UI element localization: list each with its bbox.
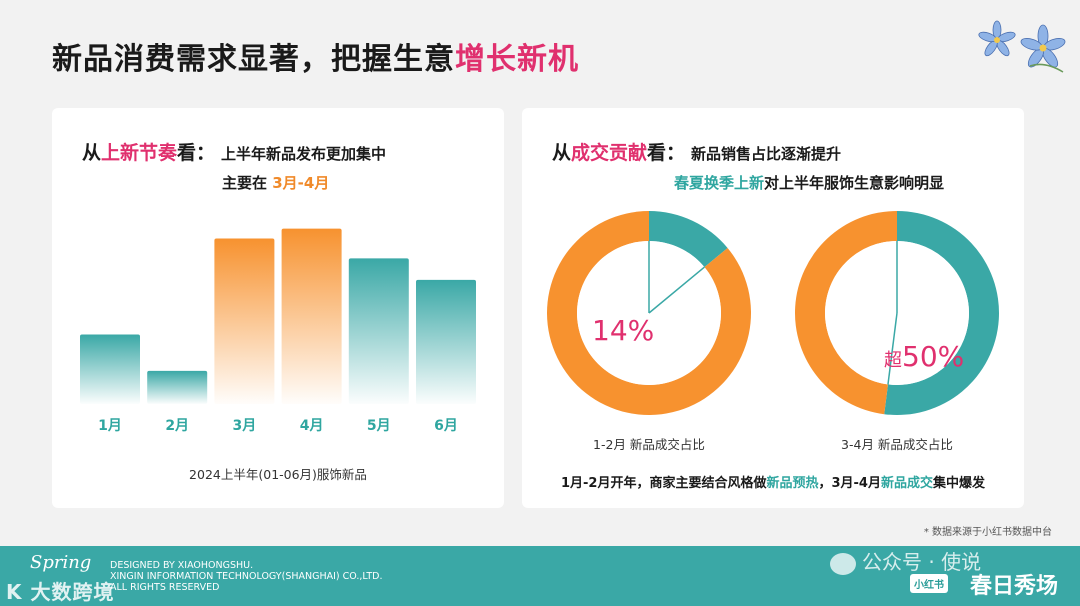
bar-label-6: 6月 [434, 418, 458, 434]
bar-3 [214, 238, 275, 404]
flower-decoration-icon [978, 20, 1066, 73]
bar-label-5: 5月 [367, 418, 391, 434]
bar-label-4: 4月 [300, 418, 324, 434]
source-note: * 数据来源于小红书数据中台 [923, 527, 1052, 538]
bar-label-3: 3月 [233, 418, 257, 434]
xiaohongshu-badge: 小红书 [910, 574, 948, 593]
bar-label-1: 1月 [98, 418, 122, 434]
spring-logo: Spring [30, 552, 92, 573]
contribution-heading: 从成交贡献看： 新品销售占比逐渐提升 [552, 142, 842, 164]
bar-2 [147, 370, 208, 404]
page-title: 新品消费需求显著，把握生意增长新机 [52, 42, 579, 77]
rhythm-heading: 从上新节奏看： 上半年新品发布更加集中 [82, 142, 387, 164]
donut-chart-mar-apr [794, 211, 999, 415]
footer-credits: DESIGNED BY XIAOHONGSHU. XINGIN INFORMAT… [110, 560, 383, 593]
bar-4 [281, 228, 342, 404]
contribution-summary: 1月-2月开年，商家主要结合风格做新品预热，3月-4月新品成交集中爆发 [560, 476, 986, 491]
watermark-left: K 大数跨境 [6, 580, 115, 604]
bar-chart-caption: 2024上半年(01-06月)服饰新品 [189, 467, 367, 482]
donut-slice-other [794, 211, 897, 415]
rhythm-card: 从上新节奏看： 上半年新品发布更加集中 主要在 3月-4月 1月 2月 3月 4月 5月 6… [52, 108, 504, 508]
bar-1 [80, 334, 140, 404]
footer-bar: Spring DESIGNED BY XIAOHONGSHU. XINGIN I… [0, 546, 1080, 606]
donut-chart-jan-feb [547, 211, 751, 415]
monthly-new-products-bar-chart: 1月 2月 3月 4月 5月 6月 [80, 228, 476, 434]
donut-2-percentage: 超50% [884, 340, 965, 373]
rhythm-subheading: 主要在 3月-4月 [222, 174, 330, 192]
wechat-icon [830, 552, 856, 575]
donut-1-label: 1-2月 新品成交占比 [593, 437, 705, 452]
donut-wedge-line-2 [648, 266, 705, 314]
bar-label-2: 2月 [165, 418, 189, 434]
watermark-right: 公众号 · 使说 [830, 546, 981, 575]
bar-5 [348, 258, 409, 404]
donut-slice-new [884, 211, 999, 415]
donut-slice-new [649, 211, 728, 268]
title-highlight: 增长新机 [455, 42, 579, 77]
donut-slice-other [547, 211, 751, 415]
contribution-card: 从成交贡献看： 新品销售占比逐渐提升 春夏换季上新对上半年服饰生意影响明显 14%… [522, 108, 1024, 508]
donut-1-percentage: 14% [592, 314, 655, 347]
contribution-subheading: 春夏换季上新对上半年服饰生意影响明显 [674, 174, 945, 192]
donut-wedge-line-2 [887, 312, 898, 385]
donut-2-label: 3-4月 新品成交占比 [841, 437, 953, 452]
brand-name: 春日秀场 [970, 574, 1059, 599]
bar-6 [416, 279, 476, 404]
